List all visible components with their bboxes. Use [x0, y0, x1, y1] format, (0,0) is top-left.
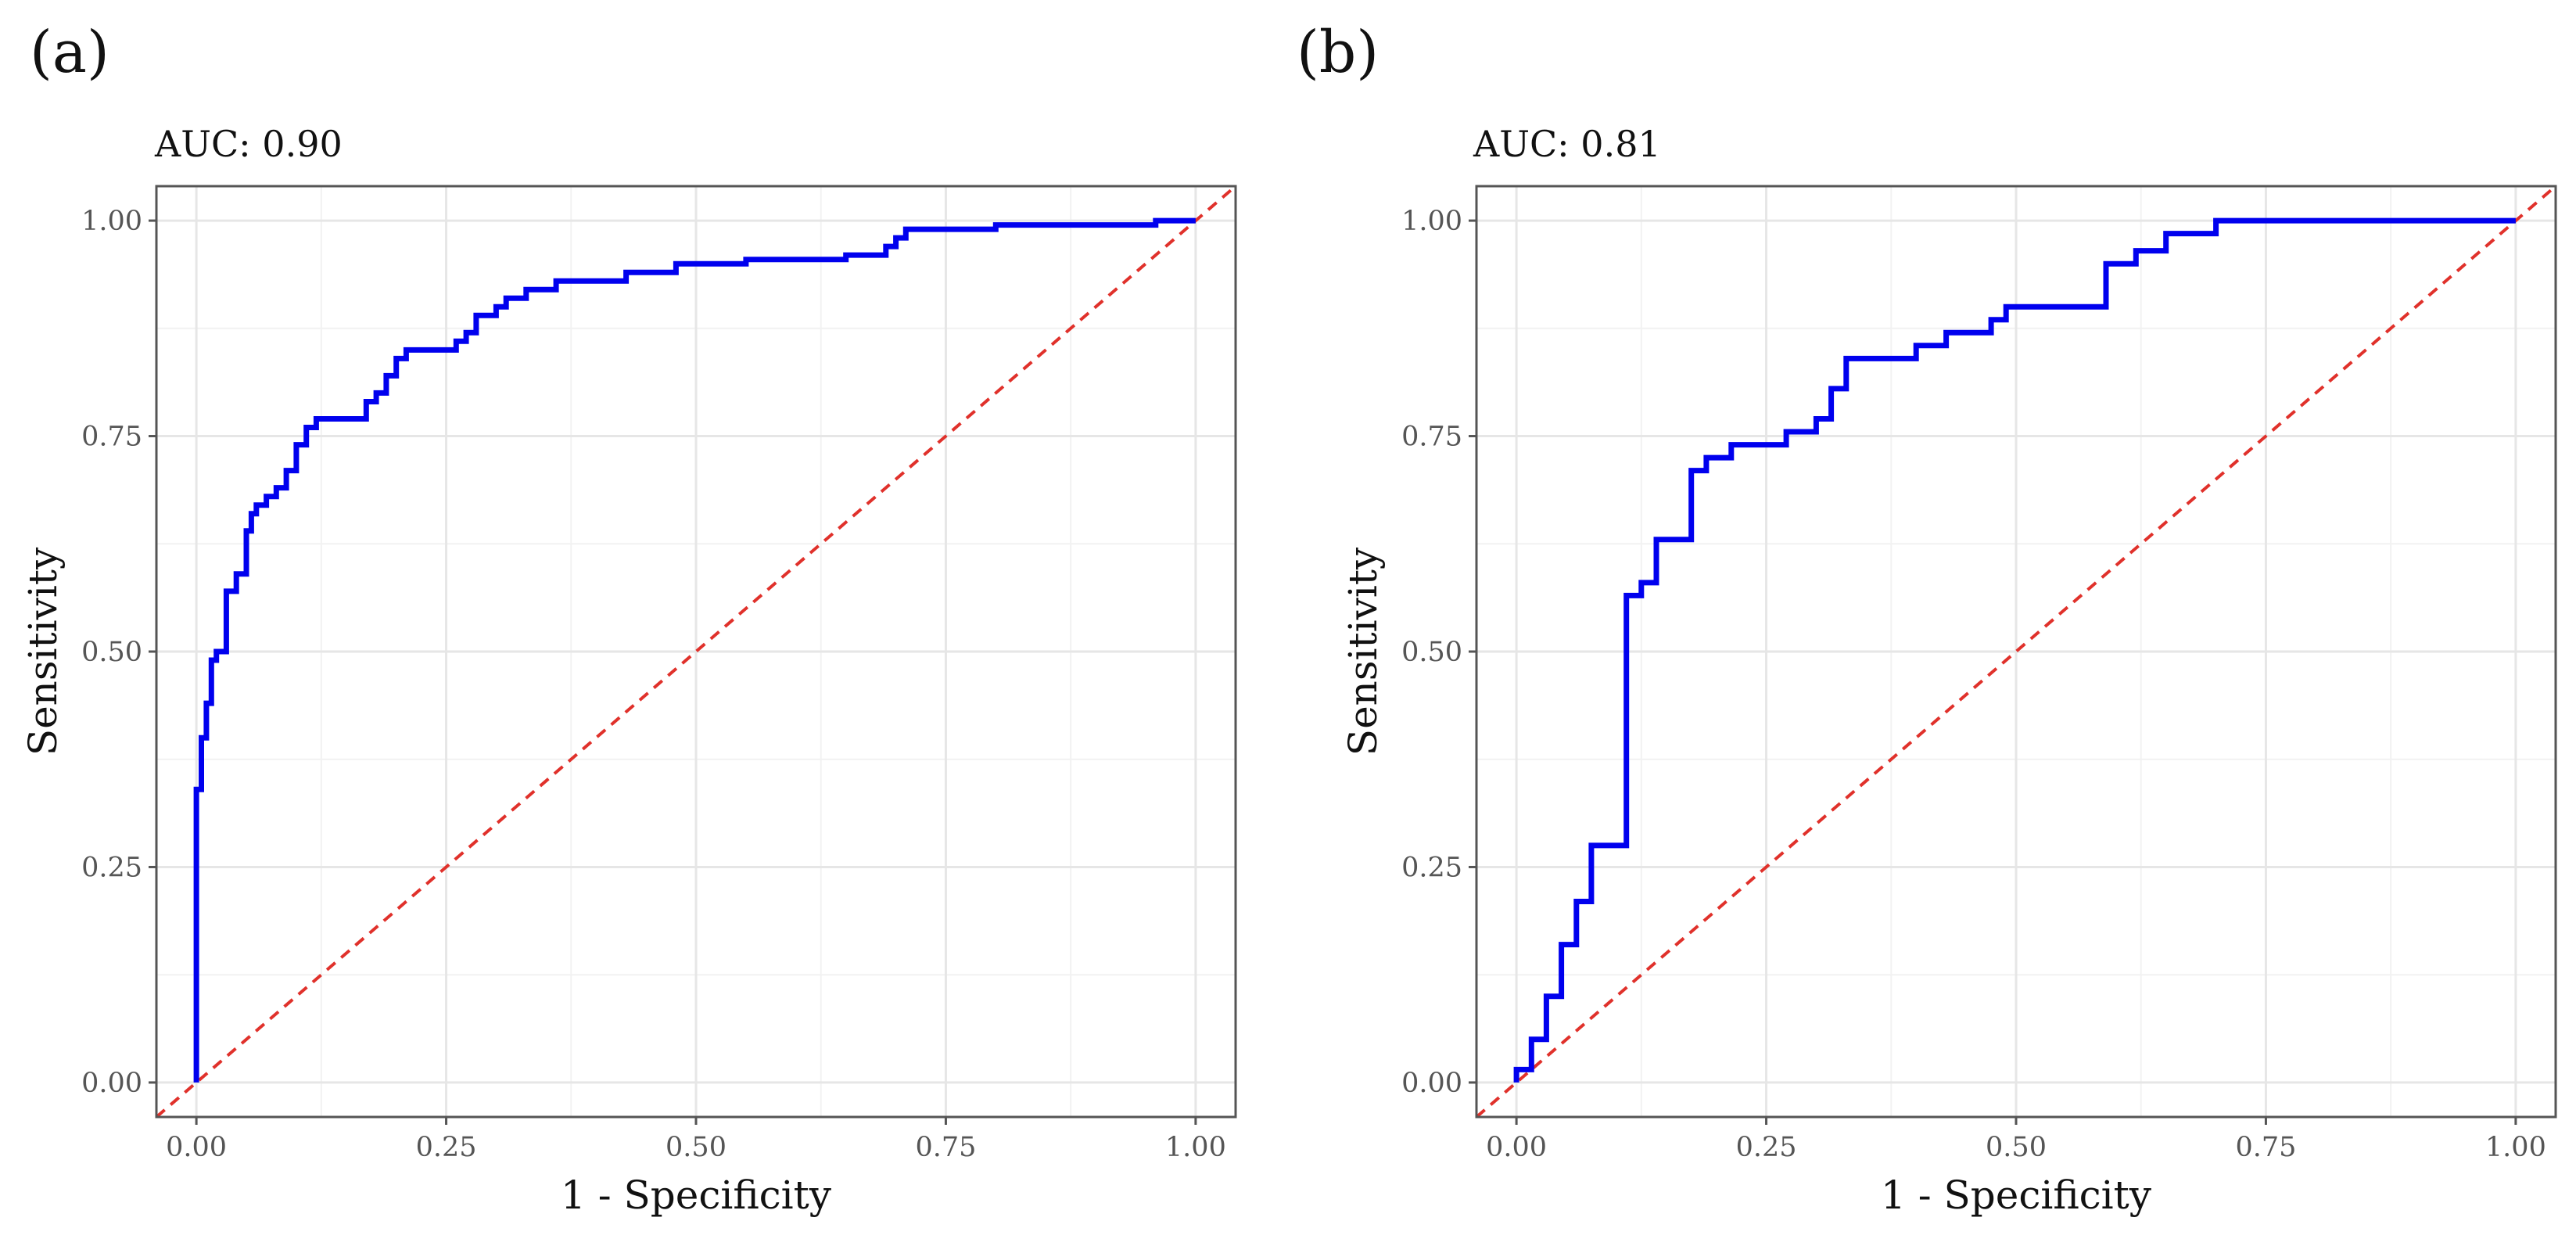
panel-label: (b)	[1297, 19, 1379, 86]
x-tick-label: 0.25	[416, 1132, 477, 1163]
x-tick-label: 0.50	[666, 1132, 727, 1163]
x-tick-label: 1.00	[1165, 1132, 1226, 1163]
y-tick-label: 1.00	[81, 206, 142, 237]
reference-diagonal-line	[1475, 185, 2557, 1119]
y-tick-label: 1.00	[1401, 206, 1462, 237]
y-tick-label: 0.50	[81, 637, 142, 668]
y-tick-label: 0.75	[1401, 422, 1462, 453]
x-tick-label: 0.25	[1736, 1132, 1797, 1163]
chart-title-auc: AUC: 0.81	[1473, 123, 1661, 165]
panel-b: 0.00 0.25 0.50 0.75 1.00 0.00 0.25 0.50 0.75 1.00…	[1297, 19, 2557, 1218]
x-tick-label: 0.00	[1486, 1132, 1547, 1163]
y-tick-label: 0.00	[1401, 1068, 1462, 1099]
panel-label: (a)	[30, 19, 109, 86]
y-tick-label: 0.75	[81, 422, 142, 453]
y-tick-label: 0.00	[81, 1068, 142, 1099]
y-tick-label: 0.50	[1401, 637, 1462, 668]
y-tick-label: 0.25	[1401, 852, 1462, 883]
roc-curve-line	[193, 217, 1196, 1083]
x-tick-label: 1.00	[2485, 1132, 2546, 1163]
panel-a: 0.00 0.25 0.50 0.75 1.00 0.00 0.25 0.50 0.75 1.00…	[20, 19, 1237, 1218]
x-axis-label: 1 - Specificity	[1881, 1173, 2152, 1218]
x-tick-label: 0.50	[1986, 1132, 2047, 1163]
x-tick-label: 0.75	[2235, 1132, 2296, 1163]
chart-title-auc: AUC: 0.90	[154, 123, 343, 165]
x-axis-label: 1 - Specificity	[561, 1173, 832, 1218]
y-axis-label: Sensitivity	[20, 547, 66, 756]
y-axis-label: Sensitivity	[1340, 547, 1386, 756]
x-tick-label: 0.75	[915, 1132, 976, 1163]
x-tick-label: 0.00	[166, 1132, 227, 1163]
reference-diagonal-line	[155, 185, 1237, 1119]
roc-curve-line	[1513, 217, 2516, 1083]
y-tick-label: 0.25	[81, 852, 142, 883]
